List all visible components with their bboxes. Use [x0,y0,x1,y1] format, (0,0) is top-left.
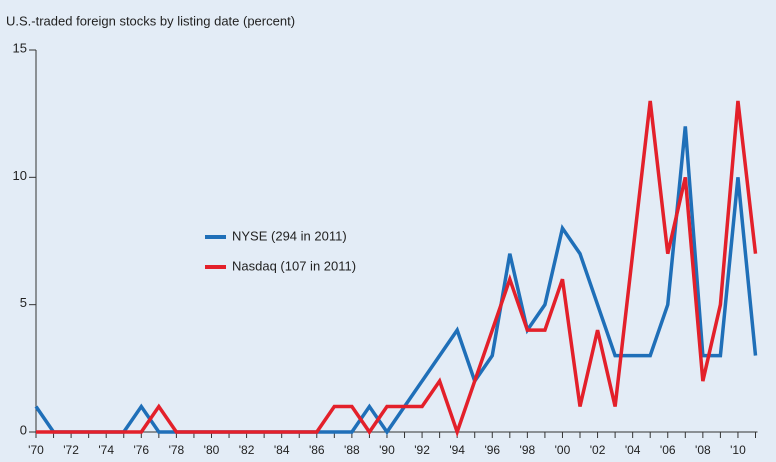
x-tick-label: '74 [98,443,114,457]
x-tick-label: '96 [484,443,500,457]
x-tick-label: '98 [520,443,536,457]
legend-label: NYSE (294 in 2011) [232,228,347,243]
y-tick-label: 10 [13,168,27,183]
x-tick-label: '02 [590,443,606,457]
series-line [36,100,758,438]
series-line [34,126,758,436]
x-tick-label: '80 [204,443,220,457]
y-tick-label: 15 [13,40,27,55]
x-tick-label: '00 [555,443,571,457]
legend-label: Nasdaq (107 in 2011) [232,258,356,273]
x-tick-label: '76 [133,443,149,457]
x-tick-label: '90 [379,443,395,457]
x-tick-label: '82 [239,443,255,457]
x-tick-label: '06 [660,443,676,457]
x-tick-label: '78 [169,443,185,457]
x-tick-label: '72 [63,443,79,457]
chart-title: U.S.-traded foreign stocks by listing da… [6,13,295,28]
y-tick-label: 5 [20,295,27,310]
x-tick-label: '84 [274,443,290,457]
x-tick-label: '86 [309,443,325,457]
x-tick-label: '10 [730,443,746,457]
x-tick-label: '70 [28,443,44,457]
x-tick-label: '88 [344,443,360,457]
x-tick-label: '92 [414,443,430,457]
x-tick-label: '04 [625,443,641,457]
x-tick-label: '08 [695,443,711,457]
y-tick-label: 0 [20,422,27,437]
x-tick-label: '94 [449,443,465,457]
